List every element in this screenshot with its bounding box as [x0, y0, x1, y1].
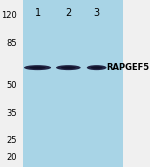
Ellipse shape	[29, 66, 46, 69]
Ellipse shape	[91, 66, 103, 69]
Ellipse shape	[87, 65, 106, 70]
Ellipse shape	[24, 65, 51, 70]
Text: 120: 120	[1, 11, 17, 20]
Text: RAPGEF5: RAPGEF5	[106, 63, 149, 72]
Text: 25: 25	[6, 136, 17, 145]
Text: 85: 85	[6, 39, 17, 48]
Text: 3: 3	[94, 8, 100, 18]
Text: 50: 50	[6, 81, 17, 90]
Bar	[23, 0, 123, 167]
Text: 35: 35	[6, 109, 17, 118]
Text: 20: 20	[6, 153, 17, 162]
Ellipse shape	[61, 66, 76, 69]
Ellipse shape	[56, 65, 81, 70]
Text: 2: 2	[65, 8, 71, 18]
Text: 1: 1	[34, 8, 41, 18]
